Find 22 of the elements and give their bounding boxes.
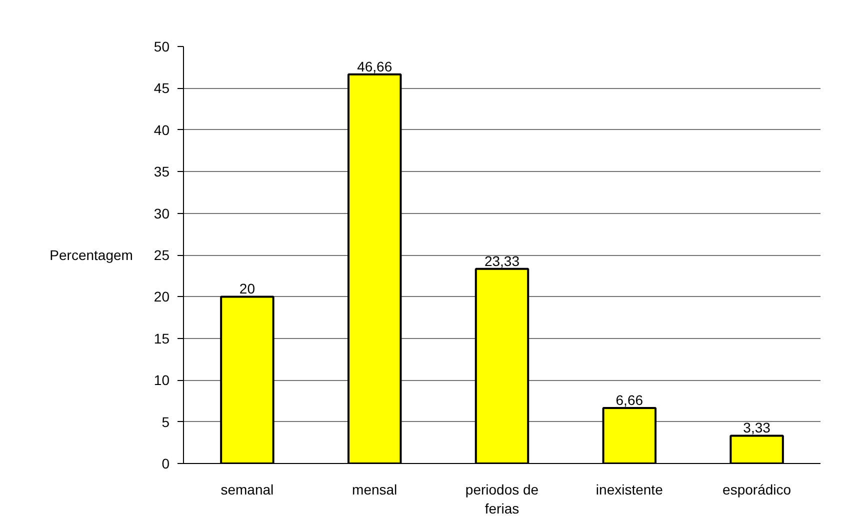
data-label: 20 — [239, 280, 256, 297]
y-tick-label: 45 — [154, 80, 170, 96]
y-tick-label: 35 — [154, 164, 170, 180]
y-tick-label: 5 — [162, 414, 170, 430]
y-tick-label: 0 — [162, 456, 170, 472]
data-label: 6,66 — [616, 392, 644, 408]
y-tick-label: 30 — [154, 205, 170, 222]
y-tick-label: 10 — [154, 372, 170, 388]
x-tick-label: esporádico — [722, 482, 792, 498]
x-tick-label: mensal — [352, 482, 398, 498]
data-label: 46,66 — [357, 58, 392, 74]
y-axis-title: Percentagem — [50, 247, 133, 263]
y-tick-label: 20 — [154, 288, 170, 305]
x-tick-label: inexistente — [596, 482, 664, 498]
y-tick-label: 25 — [154, 247, 170, 263]
x-tick-label: periodos de ferias — [465, 482, 539, 517]
y-tick-label: 40 — [154, 122, 170, 138]
y-tick-label: 50 — [154, 38, 170, 54]
data-label: 3,33 — [743, 420, 771, 436]
x-tick-label: semanal — [220, 482, 274, 498]
y-tick-label: 15 — [154, 330, 170, 346]
data-label: 23,33 — [484, 252, 520, 269]
